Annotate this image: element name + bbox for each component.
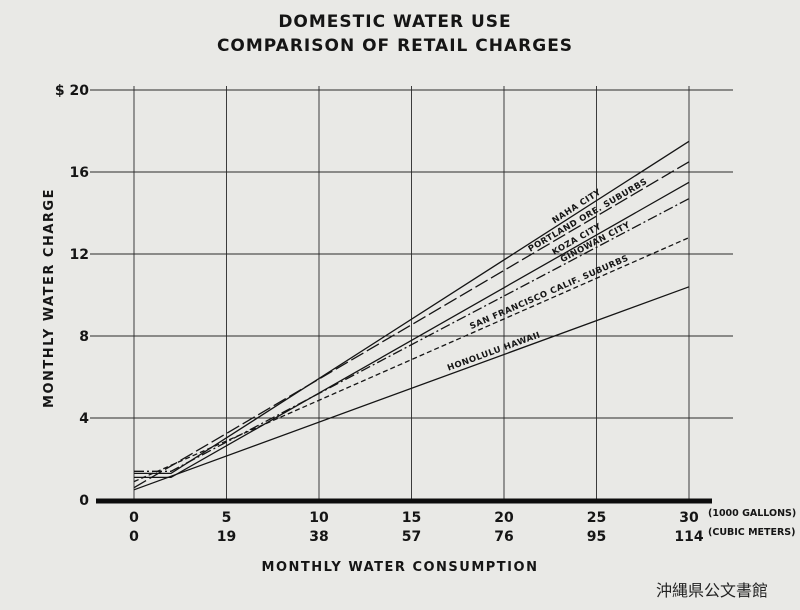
y-tick-label: 16 — [70, 165, 89, 181]
chart-subtitle: COMPARISON OF RETAIL CHARGES — [217, 36, 573, 56]
x-tick-label-cubic-meters: 0 — [129, 529, 139, 545]
y-tick-label: $ 20 — [55, 83, 89, 99]
series-line — [133, 286, 690, 491]
y-tick-label: 12 — [70, 247, 89, 263]
archive-watermark: 沖縄県公文書館 — [656, 581, 768, 600]
x-tick-label-cubic-meters: 38 — [309, 529, 328, 545]
x-tick-label-cubic-meters: 76 — [494, 529, 513, 545]
x-tick-label-gallons: 0 — [129, 510, 139, 526]
series-label: SAN FRANCISCO CALIF. SUBURBS — [468, 253, 630, 332]
y-axis-label: MONTHLY WATER CHARGE — [42, 188, 57, 408]
grid-lines — [90, 86, 733, 500]
x-unit-gallons: (1000 GALLONS) — [708, 508, 796, 519]
x-axis-label: MONTHLY WATER CONSUMPTION — [262, 560, 539, 575]
series-line — [134, 140, 690, 475]
x-tick-label-cubic-meters: 19 — [217, 529, 236, 545]
x-tick-label-gallons: 25 — [587, 510, 606, 526]
x-tick-labels: 0 0 5 19 10 38 15 57 20 76 25 95 30 114 — [129, 510, 704, 545]
x-tick-label-gallons: 10 — [309, 510, 329, 526]
x-tick-label-gallons: 15 — [402, 510, 421, 526]
x-tick-label-cubic-meters: 57 — [402, 529, 421, 545]
x-tick-label-gallons: 5 — [222, 510, 232, 526]
y-tick-label: 8 — [79, 329, 89, 345]
series-line — [134, 181, 690, 479]
y-tick-label: 0 — [79, 493, 89, 509]
series-line — [134, 198, 690, 472]
series-label: HONOLULU HAWAII — [446, 330, 542, 373]
y-tick-labels: 0 4 8 12 16 $ 20 — [55, 83, 89, 509]
series-lines — [133, 140, 690, 491]
chart-title: DOMESTIC WATER USE — [278, 12, 511, 32]
x-unit-cubic-meters: (CUBIC METERS) — [708, 527, 796, 538]
series-line — [133, 237, 690, 483]
x-tick-label-cubic-meters: 114 — [674, 529, 703, 545]
y-tick-label: 4 — [79, 411, 89, 427]
x-tick-label-cubic-meters: 95 — [587, 529, 606, 545]
x-tick-label-gallons: 20 — [494, 510, 514, 526]
x-tick-label-gallons: 30 — [679, 510, 699, 526]
